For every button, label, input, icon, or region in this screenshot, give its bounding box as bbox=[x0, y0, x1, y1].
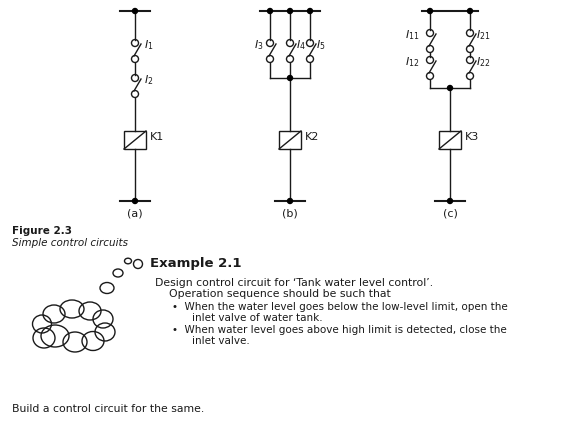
Text: (a): (a) bbox=[127, 208, 143, 218]
Text: $I_4$: $I_4$ bbox=[296, 38, 306, 52]
Text: inlet valve of water tank.: inlet valve of water tank. bbox=[179, 313, 323, 323]
Text: Figure 2.3: Figure 2.3 bbox=[12, 226, 72, 236]
Bar bbox=[439, 131, 461, 149]
Bar bbox=[124, 131, 146, 149]
Text: $I_2$: $I_2$ bbox=[144, 73, 153, 87]
Text: $I_{12}$: $I_{12}$ bbox=[405, 55, 419, 69]
Text: (b): (b) bbox=[282, 208, 298, 218]
Text: Simple control circuits: Simple control circuits bbox=[12, 238, 128, 248]
Text: $I_{11}$: $I_{11}$ bbox=[405, 28, 420, 42]
Circle shape bbox=[448, 199, 453, 204]
Circle shape bbox=[287, 199, 293, 204]
Text: $I_3$: $I_3$ bbox=[254, 38, 264, 52]
Text: (c): (c) bbox=[442, 208, 457, 218]
Text: $I_1$: $I_1$ bbox=[144, 38, 153, 52]
Text: $I_{22}$: $I_{22}$ bbox=[476, 55, 490, 69]
Circle shape bbox=[428, 9, 432, 14]
Text: inlet valve.: inlet valve. bbox=[179, 336, 250, 346]
Text: Design control circuit for ‘Tank water level control’.: Design control circuit for ‘Tank water l… bbox=[155, 278, 433, 288]
Text: Example 2.1: Example 2.1 bbox=[150, 257, 241, 271]
Text: $I_{21}$: $I_{21}$ bbox=[476, 28, 491, 42]
Text: K3: K3 bbox=[465, 132, 479, 142]
Text: •  When the water level goes below the low-level limit, open the: • When the water level goes below the lo… bbox=[172, 302, 508, 312]
Circle shape bbox=[268, 9, 273, 14]
Circle shape bbox=[132, 199, 137, 204]
Circle shape bbox=[467, 9, 473, 14]
Text: K1: K1 bbox=[150, 132, 164, 142]
Circle shape bbox=[287, 75, 293, 81]
Text: $I_5$: $I_5$ bbox=[316, 38, 325, 52]
Text: Operation sequence should be such that: Operation sequence should be such that bbox=[162, 289, 391, 299]
Circle shape bbox=[132, 9, 137, 14]
Circle shape bbox=[287, 9, 293, 14]
Text: Build a control circuit for the same.: Build a control circuit for the same. bbox=[12, 404, 204, 414]
Circle shape bbox=[307, 9, 312, 14]
Text: •  When water level goes above high limit is detected, close the: • When water level goes above high limit… bbox=[172, 325, 507, 335]
Bar bbox=[279, 131, 301, 149]
Circle shape bbox=[448, 86, 453, 90]
Text: K2: K2 bbox=[305, 132, 319, 142]
